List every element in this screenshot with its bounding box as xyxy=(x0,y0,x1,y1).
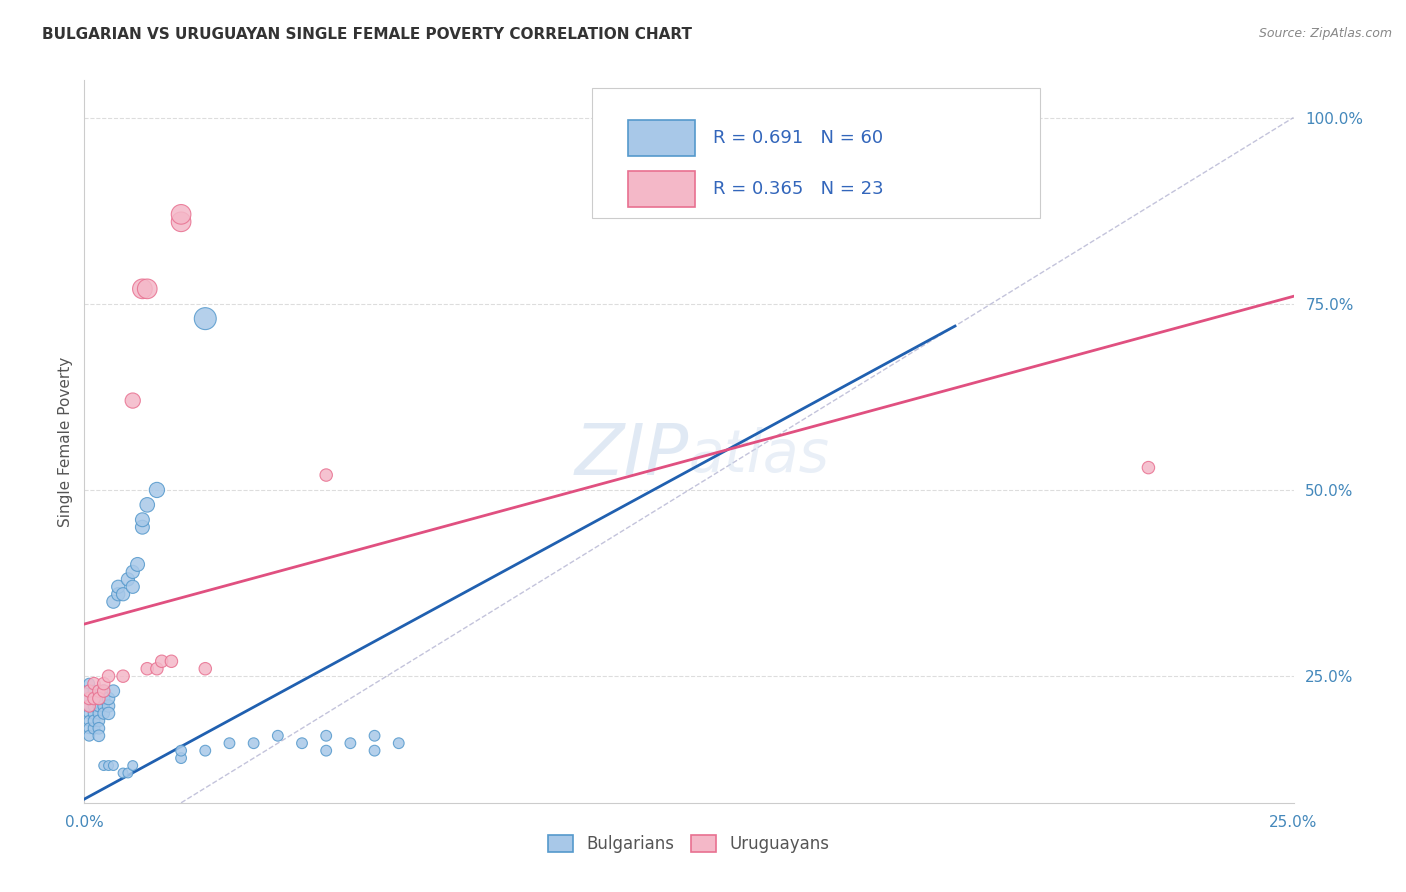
Point xyxy=(112,669,135,683)
Point xyxy=(388,736,411,750)
Point xyxy=(83,684,105,698)
Point xyxy=(315,744,337,758)
Point xyxy=(93,684,115,698)
Point xyxy=(83,706,105,721)
Point xyxy=(87,706,110,721)
Point xyxy=(242,736,264,750)
Point xyxy=(103,684,125,698)
Point xyxy=(87,684,110,698)
Point xyxy=(103,595,125,609)
Point xyxy=(131,282,153,296)
FancyBboxPatch shape xyxy=(628,120,695,156)
Text: Source: ZipAtlas.com: Source: ZipAtlas.com xyxy=(1258,27,1392,40)
Text: atlas: atlas xyxy=(689,427,830,484)
FancyBboxPatch shape xyxy=(592,87,1039,218)
Point xyxy=(87,729,110,743)
Point xyxy=(170,215,193,229)
Point xyxy=(93,698,115,713)
Point xyxy=(150,654,173,668)
Text: R = 0.691   N = 60: R = 0.691 N = 60 xyxy=(713,129,883,147)
Point xyxy=(117,572,139,586)
Point xyxy=(97,698,120,713)
Point xyxy=(315,729,337,743)
Point xyxy=(103,758,125,772)
Point xyxy=(136,498,159,512)
Point xyxy=(93,706,115,721)
Point xyxy=(77,698,100,713)
Point xyxy=(77,706,100,721)
Point xyxy=(121,565,143,579)
Point xyxy=(77,684,100,698)
Point xyxy=(93,691,115,706)
Point xyxy=(127,558,149,572)
Point xyxy=(291,736,314,750)
Point xyxy=(87,691,110,706)
Point xyxy=(117,766,139,780)
Point xyxy=(97,669,120,683)
Point xyxy=(83,676,105,690)
Point xyxy=(170,744,193,758)
Point xyxy=(121,758,143,772)
Point xyxy=(131,513,153,527)
Point xyxy=(112,587,135,601)
Point xyxy=(218,736,240,750)
Y-axis label: Single Female Poverty: Single Female Poverty xyxy=(58,357,73,526)
Point xyxy=(87,714,110,728)
Point xyxy=(146,662,169,676)
Legend: Bulgarians, Uruguayans: Bulgarians, Uruguayans xyxy=(541,828,837,860)
Point xyxy=(97,706,120,721)
Point xyxy=(267,729,290,743)
Point xyxy=(1137,460,1160,475)
Point xyxy=(194,662,217,676)
Point xyxy=(93,758,115,772)
Point xyxy=(93,676,115,690)
Point xyxy=(87,691,110,706)
Point xyxy=(77,698,100,713)
Point xyxy=(160,654,183,668)
Point xyxy=(83,691,105,706)
Point xyxy=(77,684,100,698)
Point xyxy=(170,751,193,765)
Point xyxy=(83,698,105,713)
Point xyxy=(77,714,100,728)
Point xyxy=(315,468,337,483)
Point xyxy=(146,483,169,497)
Point xyxy=(77,729,100,743)
Point xyxy=(339,736,361,750)
Point xyxy=(107,580,129,594)
Point xyxy=(363,744,385,758)
Point xyxy=(131,520,153,534)
Point xyxy=(97,691,120,706)
Point xyxy=(83,691,105,706)
Point xyxy=(112,766,135,780)
Point xyxy=(170,207,193,221)
FancyBboxPatch shape xyxy=(628,170,695,207)
Point xyxy=(363,729,385,743)
Point xyxy=(121,393,143,408)
Point xyxy=(87,721,110,735)
Point xyxy=(83,714,105,728)
Point xyxy=(136,282,159,296)
Text: R = 0.365   N = 23: R = 0.365 N = 23 xyxy=(713,179,884,198)
Point xyxy=(83,721,105,735)
Point xyxy=(121,580,143,594)
Point xyxy=(97,758,120,772)
Text: ZIP: ZIP xyxy=(575,422,689,491)
Text: BULGARIAN VS URUGUAYAN SINGLE FEMALE POVERTY CORRELATION CHART: BULGARIAN VS URUGUAYAN SINGLE FEMALE POV… xyxy=(42,27,692,42)
Point xyxy=(194,311,217,326)
Point xyxy=(107,587,129,601)
Point xyxy=(77,721,100,735)
Point xyxy=(77,676,100,690)
Point xyxy=(194,744,217,758)
Point xyxy=(77,691,100,706)
Point xyxy=(87,698,110,713)
Point xyxy=(77,691,100,706)
Point xyxy=(93,684,115,698)
Point xyxy=(136,662,159,676)
